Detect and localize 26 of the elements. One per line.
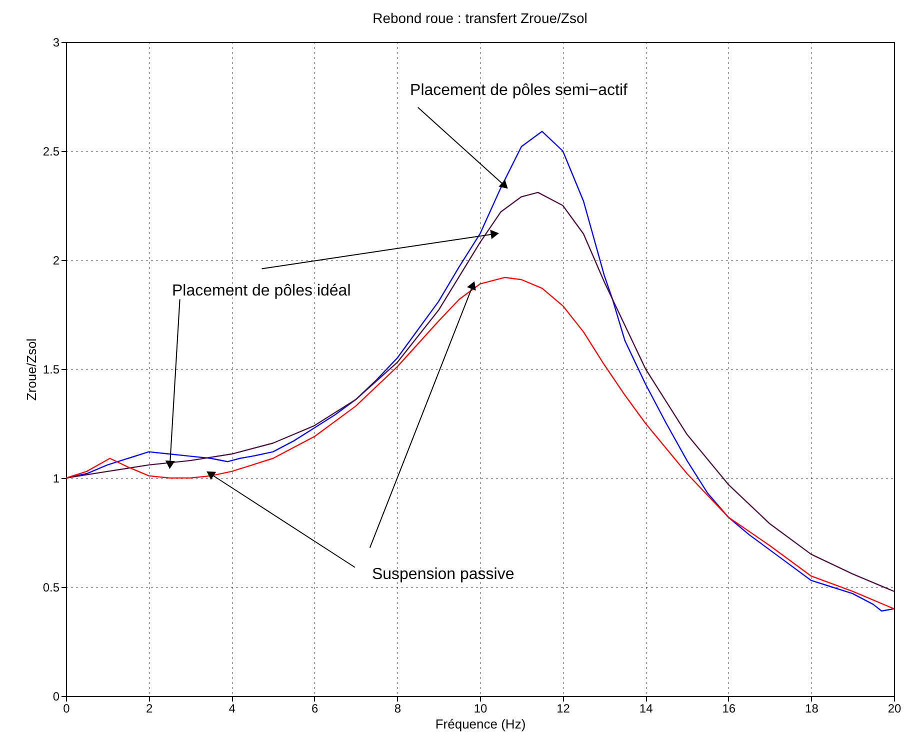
y-tick-label: 2.5 (42, 144, 60, 158)
line-series (66, 192, 894, 592)
y-tick-label: 3 (52, 36, 60, 50)
y-tick-label: 1 (52, 472, 60, 486)
x-tick-label: 10 (474, 702, 488, 716)
x-axis-title: Fréquence (Hz) (435, 716, 526, 732)
y-tick-label: 0.5 (42, 580, 60, 594)
x-tick-label: 18 (805, 702, 819, 716)
y-axis-title: Zroue/Zsol (24, 338, 39, 401)
y-tick-label: 2 (52, 254, 60, 268)
y-tick-label: 0 (52, 690, 60, 704)
x-tick-label: 12 (556, 702, 570, 716)
annotation: Placement de pôles idéal (172, 282, 351, 300)
line-series (66, 276, 894, 610)
x-tick-label: 6 (312, 702, 319, 716)
x-tick-label: 2 (146, 702, 153, 716)
x-tick-label: 4 (228, 702, 236, 716)
annotation: Placement de pôles semi−actif (410, 82, 628, 99)
x-tick-label: 14 (639, 702, 654, 716)
x-tick-label: 16 (722, 702, 736, 716)
x-tick-label: 0 (63, 702, 70, 716)
chart-title: Rebond roue : transfert Zroue/Zsol (372, 10, 588, 26)
x-tick-label: 20 (888, 702, 902, 716)
annotation: Suspension passive (372, 566, 514, 583)
y-tick-label: 1.5 (42, 362, 60, 376)
x-tick-label: 8 (394, 702, 402, 716)
